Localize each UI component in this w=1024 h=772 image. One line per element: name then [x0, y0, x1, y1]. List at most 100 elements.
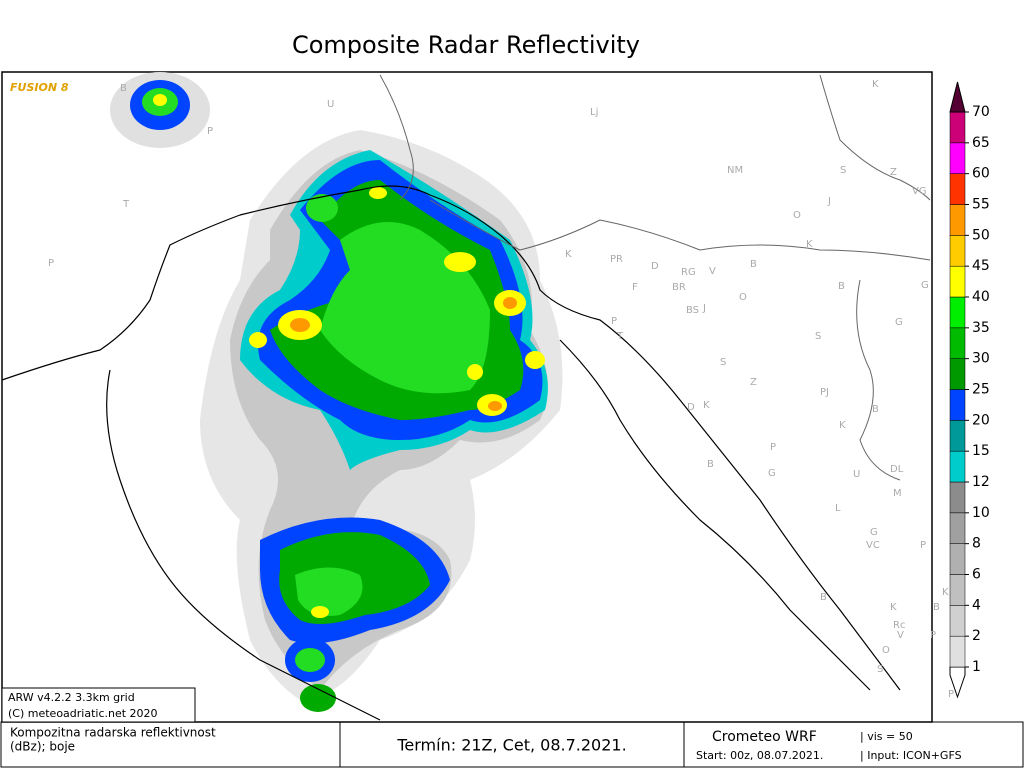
place-label: T [616, 331, 624, 342]
place-label: K [565, 249, 572, 260]
colorbar-segment [949, 420, 966, 452]
place-label: K [872, 79, 879, 90]
colorbar-label: 20 [972, 412, 990, 428]
input: | Input: ICON+GFS [860, 749, 962, 762]
place-label: B [933, 602, 940, 613]
place-label: K [942, 587, 949, 598]
colorbar-label: 55 [972, 197, 990, 213]
place-label: P [48, 258, 54, 269]
place-label: O [882, 645, 890, 656]
colorbar-segment [949, 235, 966, 267]
place-label: K [890, 602, 897, 613]
place-label: PJ [820, 387, 829, 398]
colorbar-label: 12 [972, 474, 990, 490]
colorbar-label: 40 [972, 289, 990, 305]
credit-box [1, 687, 196, 723]
model-info: ARW v4.2.2 3.3km grid [8, 691, 135, 704]
place-label: P [920, 540, 926, 551]
place-label: G [921, 280, 929, 291]
description-line: Kompozitna radarska reflektivnost [10, 726, 216, 740]
colorbar-segment [949, 543, 966, 575]
place-label: B [838, 281, 845, 292]
place-label: G [870, 527, 878, 538]
place-label: B [820, 592, 827, 603]
place-label: G [895, 317, 903, 328]
place-label: K [839, 420, 846, 431]
copyright: (C) meteoadriatic.net 2020 [8, 707, 158, 720]
place-label: S [815, 331, 821, 342]
place-label: VC [866, 540, 880, 551]
colorbar-segment [949, 450, 966, 483]
place-label: Z [750, 377, 757, 388]
colorbar-label: 45 [972, 258, 990, 274]
place-label: S [877, 664, 883, 675]
colorbar-label: 50 [972, 227, 990, 243]
colorbar-label: 30 [972, 351, 990, 367]
start: Start: 00z, 08.07.2021. [696, 749, 823, 762]
colorbar-label: 15 [972, 443, 990, 459]
colorbar-segment [949, 481, 966, 514]
colorbar-segment [949, 142, 966, 174]
place-label: D [687, 402, 695, 413]
place-label: BS [686, 305, 699, 316]
place-label: B [120, 83, 127, 94]
colorbar-label: 35 [972, 320, 990, 336]
colorbar-label: 10 [972, 505, 990, 521]
place-label: P [770, 442, 776, 453]
place-label: T [122, 199, 130, 210]
place-label: VG [912, 186, 927, 197]
place-label: S [720, 357, 726, 368]
colorbar-segment [949, 265, 966, 298]
place-label: DL [890, 464, 904, 475]
title: Composite Radar Reflectivity [292, 31, 640, 59]
place-label: K [703, 400, 710, 411]
colorbar-label: 1 [972, 659, 981, 675]
colorbar-label: 70 [972, 104, 990, 120]
place-label: O [793, 210, 801, 221]
place-label: PR [610, 254, 623, 265]
place-label: U [327, 99, 334, 110]
colorbar-segment [949, 358, 966, 390]
place-label: G [768, 468, 776, 479]
place-label: O [739, 292, 747, 303]
colorbar-label: 6 [972, 567, 981, 583]
place-label: B [750, 259, 757, 270]
place-label: V [897, 630, 904, 641]
place-label: L [835, 503, 841, 514]
vis: | vis = 50 [860, 730, 913, 743]
place-label: V [709, 266, 716, 277]
colorbar-segment [949, 389, 966, 421]
place-label: U [853, 469, 860, 480]
footer-frame [0, 721, 1024, 768]
place-label: B [707, 459, 714, 470]
termin: Termín: 21Z, Cet, 08.7.2021. [396, 736, 626, 755]
place-label: NM [727, 165, 743, 176]
place-label: P [930, 630, 936, 641]
radar-echoes [110, 72, 563, 712]
place-label: P [948, 689, 954, 700]
colorbar-segment [949, 204, 966, 236]
colorbar-label: 2 [972, 628, 981, 644]
place-label: S [840, 165, 846, 176]
place-label: P [611, 316, 617, 327]
colorbar-segment [949, 173, 966, 205]
place-label: B [872, 404, 879, 415]
colorbar-label: 8 [972, 536, 981, 552]
place-label: K [806, 239, 813, 250]
place-label: RG [681, 267, 696, 278]
colorbar-segment [949, 111, 966, 144]
producer: Crometeo WRF [712, 729, 817, 745]
colorbar-label: 65 [972, 135, 990, 151]
colorbar-segment [949, 605, 966, 637]
colorbar-segment [949, 635, 966, 668]
place-label: F [632, 282, 638, 293]
place-label: D [651, 261, 659, 272]
colorbar-segment [949, 327, 966, 359]
place-label: P [207, 126, 213, 137]
place-label: Rc [893, 620, 905, 631]
colorbar-cap [949, 81, 966, 113]
place-label: J [827, 196, 831, 207]
